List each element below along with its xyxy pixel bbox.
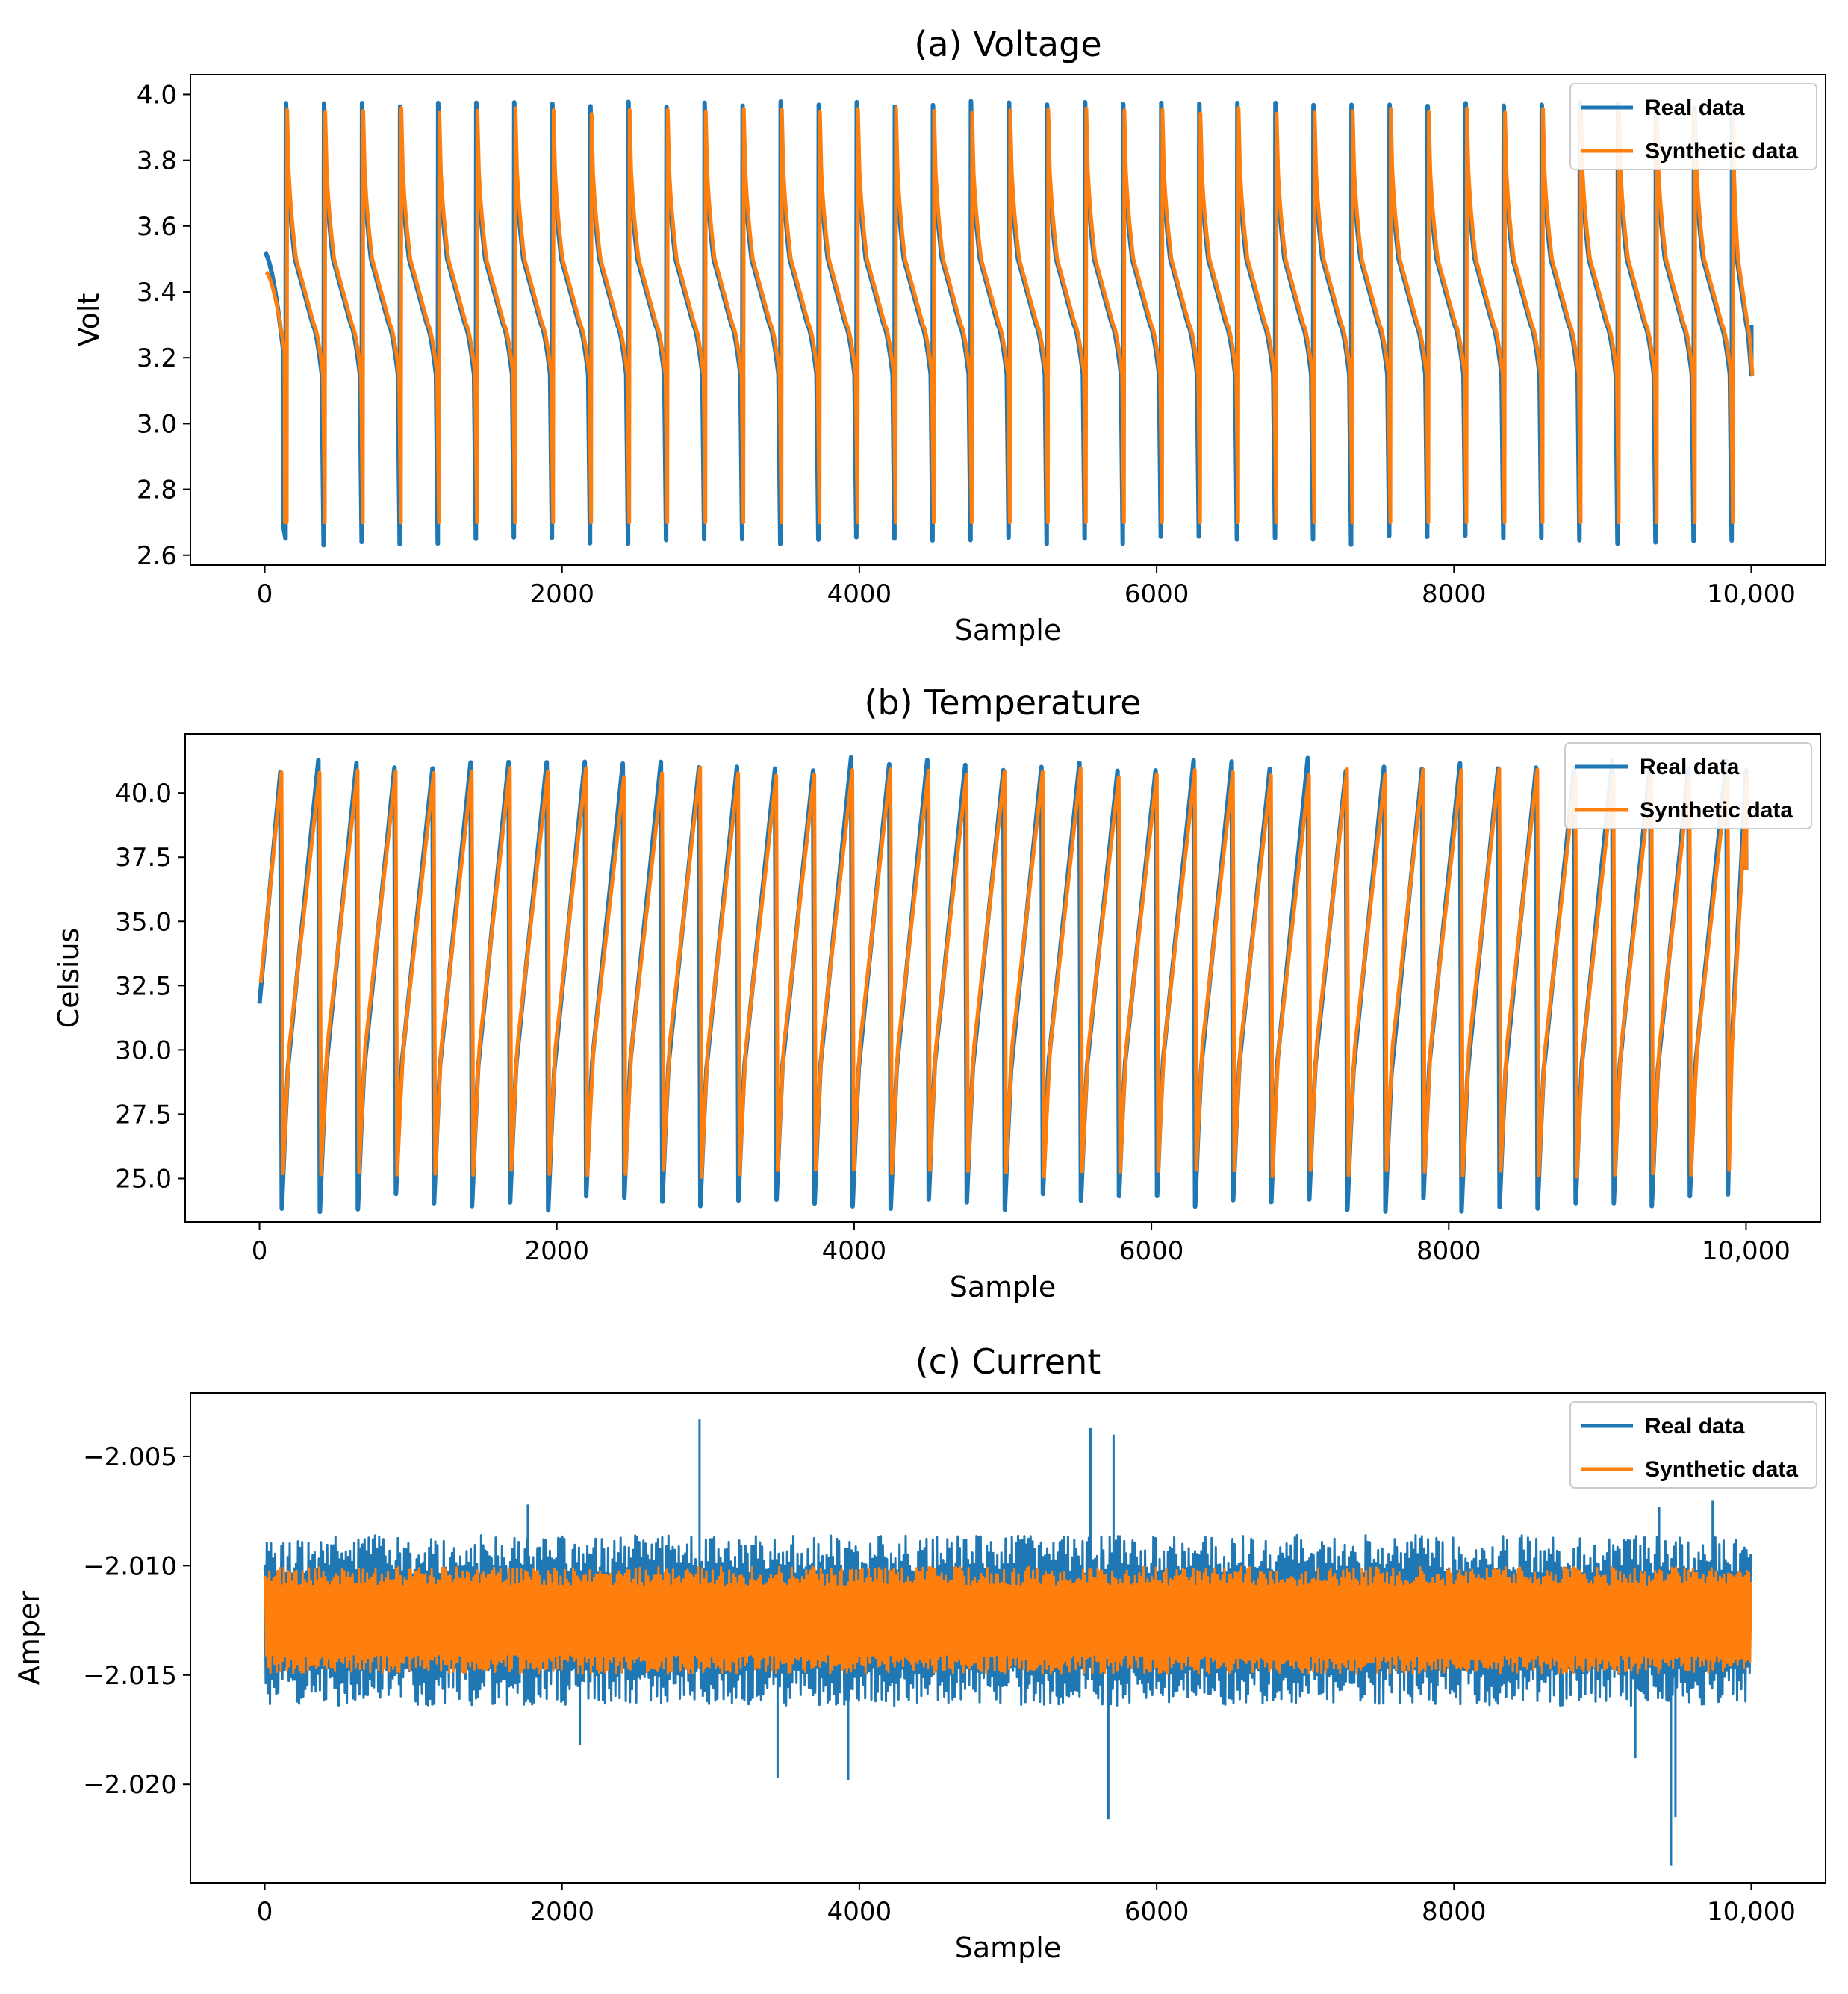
x-axis-label: Sample bbox=[955, 1931, 1061, 1964]
x-tick-label: 10,000 bbox=[1702, 1236, 1791, 1266]
x-tick-label: 0 bbox=[257, 579, 273, 609]
x-tick-label: 0 bbox=[252, 1236, 268, 1266]
x-tick-label: 4000 bbox=[822, 1236, 887, 1266]
x-tick-label: 8000 bbox=[1416, 1236, 1481, 1266]
x-tick-label: 6000 bbox=[1124, 579, 1189, 609]
legend-label-real: Real data bbox=[1645, 1414, 1745, 1439]
y-tick-label: 3.8 bbox=[137, 146, 177, 176]
legend: Real data Synthetic data bbox=[1569, 1401, 1817, 1489]
x-tick-label: 8000 bbox=[1422, 1897, 1487, 1927]
x-tick-label: 8000 bbox=[1422, 579, 1487, 609]
y-axis-label: Celsius bbox=[52, 928, 85, 1029]
series-synthetic-data bbox=[258, 765, 1749, 1179]
legend-label-synthetic: Synthetic data bbox=[1640, 798, 1793, 823]
legend-box bbox=[1569, 1401, 1817, 1489]
chart-title: (a) Voltage bbox=[914, 24, 1101, 64]
axes-frame bbox=[190, 74, 1826, 566]
plot-area bbox=[264, 1419, 1752, 1866]
series-synthetic-data bbox=[264, 105, 1755, 525]
x-tick-label: 4000 bbox=[827, 1897, 892, 1927]
current-chart: (c) Current 0 2000 4000 6000 8000 10,000 −2.020… bbox=[13, 1342, 1826, 1964]
y-tick-label: 4.0 bbox=[137, 80, 177, 110]
x-tick-label: 2000 bbox=[524, 1236, 589, 1266]
y-tick-label: 3.0 bbox=[137, 409, 177, 439]
y-tick-label: −2.015 bbox=[83, 1661, 177, 1691]
series-synthetic-data bbox=[264, 1565, 1752, 1675]
y-tick-label: 40.0 bbox=[115, 779, 172, 808]
plot-area bbox=[263, 99, 1755, 548]
axes-frame bbox=[184, 733, 1821, 1223]
x-tick-label: 2000 bbox=[529, 1897, 594, 1927]
chart-title: (b) Temperature bbox=[864, 682, 1141, 723]
y-tick-label: 25.0 bbox=[115, 1164, 172, 1194]
legend-box bbox=[1564, 742, 1812, 829]
legend-box bbox=[1569, 83, 1817, 170]
x-axis-label: Sample bbox=[955, 614, 1061, 647]
y-tick-label: 3.6 bbox=[137, 212, 177, 242]
chart-title: (c) Current bbox=[915, 1342, 1101, 1382]
axes-frame bbox=[190, 1392, 1826, 1884]
legend-label-real: Real data bbox=[1645, 96, 1745, 120]
x-axis-label: Sample bbox=[950, 1271, 1056, 1303]
y-tick-label: 35.0 bbox=[115, 907, 172, 937]
y-tick-label: 32.5 bbox=[115, 971, 172, 1001]
y-tick-label: 2.6 bbox=[137, 541, 177, 571]
y-tick-label: −2.005 bbox=[83, 1442, 177, 1472]
legend: Real data Synthetic data bbox=[1564, 742, 1812, 829]
y-tick-label: 27.5 bbox=[115, 1100, 172, 1130]
temperature-chart: (b) Temperature 0 2000 4000 6000 8000 10,000 25… bbox=[52, 682, 1821, 1303]
x-tick-label: 0 bbox=[257, 1897, 273, 1927]
y-tick-label: 3.2 bbox=[137, 343, 177, 373]
x-tick-label: 6000 bbox=[1124, 1897, 1189, 1927]
x-tick-label: 10,000 bbox=[1707, 579, 1796, 609]
legend-label-synthetic: Synthetic data bbox=[1645, 139, 1798, 163]
x-tick-label: 10,000 bbox=[1707, 1897, 1796, 1927]
voltage-chart: (a) Voltage 0 2000 4000 6000 8000 10,000 2.6 2.8… bbox=[72, 24, 1826, 647]
series-real-data bbox=[264, 1534, 1752, 1707]
x-tick-label: 6000 bbox=[1119, 1236, 1184, 1266]
y-axis-label: Amper bbox=[13, 1591, 46, 1686]
y-tick-label: 2.8 bbox=[137, 476, 177, 505]
legend-label-real: Real data bbox=[1640, 755, 1740, 779]
series-real-data bbox=[257, 755, 1749, 1215]
y-tick-label: −2.010 bbox=[83, 1551, 177, 1581]
y-axis-label: Volt bbox=[72, 293, 105, 347]
x-tick-label: 4000 bbox=[827, 579, 892, 609]
y-tick-label: −2.020 bbox=[83, 1770, 177, 1800]
x-tick-label: 2000 bbox=[529, 579, 594, 609]
legend-label-synthetic: Synthetic data bbox=[1645, 1457, 1798, 1482]
y-tick-label: 37.5 bbox=[115, 843, 172, 873]
y-tick-label: 3.4 bbox=[137, 278, 177, 308]
legend: Real data Synthetic data bbox=[1569, 83, 1817, 170]
y-tick-label: 30.0 bbox=[115, 1035, 172, 1065]
plot-area bbox=[257, 755, 1749, 1215]
